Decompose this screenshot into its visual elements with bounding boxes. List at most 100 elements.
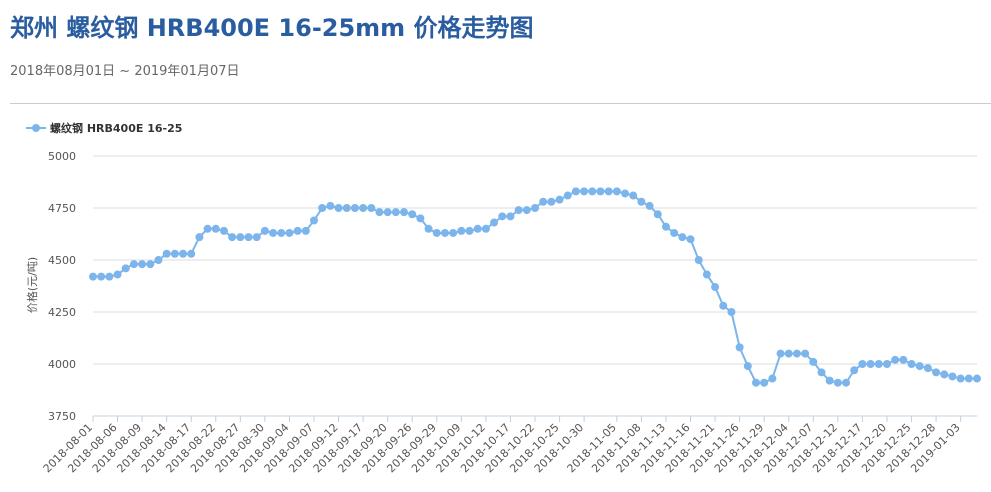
- data-point[interactable]: [514, 206, 523, 215]
- data-point[interactable]: [301, 226, 310, 235]
- data-point[interactable]: [956, 374, 965, 383]
- data-point[interactable]: [138, 260, 147, 269]
- data-point[interactable]: [801, 349, 810, 358]
- data-point[interactable]: [760, 378, 769, 387]
- data-point[interactable]: [416, 214, 425, 223]
- data-point[interactable]: [621, 189, 630, 198]
- data-point[interactable]: [481, 224, 490, 233]
- data-point[interactable]: [367, 204, 376, 212]
- data-point[interactable]: [195, 233, 204, 242]
- data-point[interactable]: [727, 308, 736, 316]
- data-point[interactable]: [866, 360, 875, 368]
- data-point[interactable]: [449, 228, 458, 237]
- data-point[interactable]: [522, 206, 531, 215]
- data-point[interactable]: [203, 224, 212, 233]
- data-point[interactable]: [653, 210, 662, 219]
- data-point[interactable]: [711, 283, 720, 292]
- data-point[interactable]: [776, 349, 785, 358]
- data-point[interactable]: [948, 372, 957, 381]
- data-point[interactable]: [580, 187, 589, 196]
- data-point[interactable]: [874, 360, 883, 368]
- data-point[interactable]: [694, 256, 703, 264]
- data-point[interactable]: [400, 208, 409, 217]
- data-point[interactable]: [498, 212, 507, 221]
- data-point[interactable]: [465, 226, 474, 235]
- data-point[interactable]: [432, 228, 441, 237]
- data-point[interactable]: [637, 197, 646, 206]
- data-point[interactable]: [612, 187, 621, 196]
- data-point[interactable]: [792, 349, 801, 358]
- data-point[interactable]: [531, 204, 539, 212]
- data-point[interactable]: [359, 204, 368, 212]
- data-point[interactable]: [719, 301, 728, 310]
- data-point[interactable]: [408, 210, 417, 219]
- data-point[interactable]: [899, 355, 908, 364]
- data-point[interactable]: [506, 212, 515, 221]
- data-point[interactable]: [964, 374, 973, 383]
- data-point[interactable]: [391, 208, 400, 217]
- data-point[interactable]: [457, 226, 466, 235]
- data-point[interactable]: [539, 197, 548, 206]
- data-point[interactable]: [187, 249, 196, 258]
- data-point[interactable]: [891, 355, 900, 364]
- data-point[interactable]: [604, 187, 613, 196]
- legend[interactable]: 螺纹钢 HRB400E 16-25: [26, 121, 182, 135]
- data-point[interactable]: [326, 201, 335, 210]
- data-point[interactable]: [858, 360, 867, 368]
- data-point[interactable]: [473, 224, 482, 233]
- data-point[interactable]: [162, 249, 171, 258]
- data-point[interactable]: [105, 272, 114, 281]
- data-point[interactable]: [809, 357, 818, 366]
- data-point[interactable]: [211, 224, 220, 233]
- data-point[interactable]: [743, 362, 752, 371]
- data-point[interactable]: [752, 378, 760, 387]
- data-point[interactable]: [817, 368, 826, 377]
- data-point[interactable]: [375, 208, 384, 217]
- data-point[interactable]: [915, 362, 924, 371]
- data-point[interactable]: [670, 228, 679, 237]
- data-point[interactable]: [293, 226, 302, 235]
- data-point[interactable]: [277, 228, 286, 237]
- data-point[interactable]: [833, 378, 842, 387]
- data-point[interactable]: [129, 260, 138, 269]
- data-point[interactable]: [97, 272, 106, 281]
- data-point[interactable]: [645, 201, 654, 210]
- data-point[interactable]: [547, 197, 556, 206]
- data-point[interactable]: [154, 256, 163, 264]
- data-point[interactable]: [563, 191, 572, 200]
- data-point[interactable]: [907, 360, 916, 368]
- data-point[interactable]: [285, 228, 294, 237]
- data-point[interactable]: [260, 226, 269, 235]
- data-point[interactable]: [334, 204, 343, 212]
- data-point[interactable]: [424, 224, 433, 233]
- data-point[interactable]: [596, 187, 605, 196]
- data-point[interactable]: [850, 366, 859, 375]
- data-point[interactable]: [121, 264, 130, 273]
- data-point[interactable]: [219, 226, 228, 235]
- data-point[interactable]: [923, 364, 932, 373]
- data-point[interactable]: [490, 218, 499, 227]
- data-point[interactable]: [89, 272, 97, 281]
- data-point[interactable]: [629, 191, 638, 200]
- data-point[interactable]: [768, 374, 777, 383]
- data-point[interactable]: [702, 270, 711, 279]
- data-point[interactable]: [825, 376, 834, 385]
- data-point[interactable]: [784, 349, 793, 358]
- data-point[interactable]: [113, 270, 122, 279]
- data-point[interactable]: [588, 187, 597, 196]
- data-point[interactable]: [940, 370, 949, 379]
- data-point[interactable]: [932, 368, 941, 377]
- data-point[interactable]: [244, 233, 253, 242]
- data-point[interactable]: [310, 216, 318, 225]
- data-point[interactable]: [252, 233, 261, 242]
- data-point[interactable]: [678, 233, 687, 242]
- data-point[interactable]: [342, 204, 351, 212]
- data-point[interactable]: [146, 260, 155, 269]
- data-point[interactable]: [661, 222, 670, 231]
- data-point[interactable]: [842, 378, 851, 387]
- data-point[interactable]: [236, 233, 245, 242]
- data-point[interactable]: [228, 233, 237, 242]
- data-point[interactable]: [882, 360, 891, 368]
- data-point[interactable]: [383, 208, 392, 217]
- data-point[interactable]: [973, 374, 981, 383]
